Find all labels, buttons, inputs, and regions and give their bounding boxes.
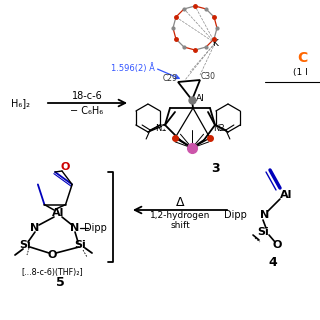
Text: Dipp: Dipp: [84, 223, 107, 233]
Text: N: N: [260, 210, 270, 220]
Text: Si: Si: [19, 240, 31, 250]
Text: Al: Al: [52, 208, 64, 218]
Text: O: O: [272, 240, 282, 250]
Text: C29: C29: [163, 74, 177, 83]
Text: Si: Si: [74, 240, 86, 250]
Text: H₆]₂: H₆]₂: [11, 98, 30, 108]
Text: Al: Al: [280, 190, 292, 200]
Text: 4: 4: [268, 255, 277, 268]
Text: 5: 5: [56, 276, 64, 290]
Text: N: N: [30, 223, 40, 233]
Text: 18-c-6: 18-c-6: [72, 91, 102, 101]
Text: 3: 3: [211, 162, 219, 174]
Text: 1,2-hydrogen: 1,2-hydrogen: [150, 211, 210, 220]
Text: [...8-c-6)(THF)₂]: [...8-c-6)(THF)₂]: [21, 268, 83, 277]
Text: 1.596(2) Å: 1.596(2) Å: [111, 63, 155, 73]
Text: O: O: [47, 250, 57, 260]
Text: shift: shift: [170, 220, 190, 229]
Text: N1: N1: [155, 124, 167, 132]
Text: − C₆H₆: − C₆H₆: [70, 106, 104, 116]
Text: N2: N2: [213, 124, 225, 132]
Text: C: C: [298, 51, 308, 65]
Text: K: K: [212, 38, 218, 47]
Text: C30: C30: [201, 71, 215, 81]
Text: Dipp: Dipp: [224, 210, 247, 220]
Text: Si: Si: [257, 227, 269, 237]
Text: Al: Al: [196, 93, 204, 102]
Text: Δ: Δ: [176, 196, 184, 209]
Text: O: O: [60, 162, 70, 172]
Text: (1 I: (1 I: [293, 68, 308, 76]
Text: N: N: [70, 223, 80, 233]
